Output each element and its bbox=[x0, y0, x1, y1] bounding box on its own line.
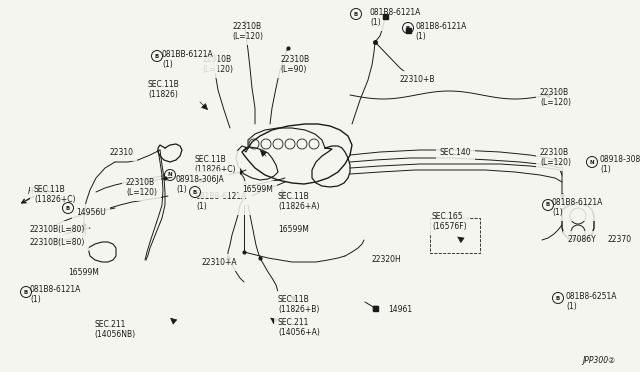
Text: SEC.11B
(11826+B): SEC.11B (11826+B) bbox=[278, 295, 319, 314]
Bar bbox=[383, 13, 387, 19]
Text: 22310B
(L=120): 22310B (L=120) bbox=[202, 55, 234, 74]
Text: 22310B
(L=120): 22310B (L=120) bbox=[232, 22, 264, 41]
Text: 16599M: 16599M bbox=[242, 185, 273, 194]
Text: SEC.11B
(11826): SEC.11B (11826) bbox=[148, 80, 180, 99]
Text: 22310B
(L=120): 22310B (L=120) bbox=[540, 148, 571, 167]
Bar bbox=[406, 28, 410, 32]
Text: B: B bbox=[556, 295, 560, 301]
Text: 22310B(L=80): 22310B(L=80) bbox=[30, 225, 85, 234]
Bar bbox=[430, 218, 480, 253]
Text: SEC.140: SEC.140 bbox=[440, 148, 472, 157]
Text: 081BB-6121A
(1): 081BB-6121A (1) bbox=[162, 50, 214, 70]
Text: 081B8-6121A
(1): 081B8-6121A (1) bbox=[30, 285, 81, 304]
Text: SEC.11B
(11826+C): SEC.11B (11826+C) bbox=[195, 155, 236, 174]
Text: SEC.11B
(11826+C): SEC.11B (11826+C) bbox=[34, 185, 76, 204]
Text: 14956U: 14956U bbox=[76, 208, 106, 217]
Text: 22310+A: 22310+A bbox=[202, 258, 237, 267]
Text: B: B bbox=[193, 189, 197, 195]
Text: FRONT: FRONT bbox=[28, 187, 54, 196]
Text: 08918-3081A
(1): 08918-3081A (1) bbox=[600, 155, 640, 174]
Text: 081B8-6251A
(1): 081B8-6251A (1) bbox=[566, 292, 618, 311]
Text: 16599M: 16599M bbox=[68, 268, 99, 277]
Text: 22310: 22310 bbox=[109, 148, 133, 157]
Text: 22320H: 22320H bbox=[372, 255, 402, 264]
Text: SEC.211
(14056+A): SEC.211 (14056+A) bbox=[278, 318, 320, 337]
Text: 081B8-6121A
(1): 081B8-6121A (1) bbox=[552, 198, 604, 217]
Text: B: B bbox=[24, 289, 28, 295]
Text: B: B bbox=[546, 202, 550, 208]
Text: N: N bbox=[168, 173, 172, 177]
Text: 22310B
(L=120): 22310B (L=120) bbox=[126, 178, 157, 198]
Text: 08918-306JA
(1): 08918-306JA (1) bbox=[176, 175, 225, 195]
Text: 14961: 14961 bbox=[388, 305, 412, 314]
Text: 22310+B: 22310+B bbox=[400, 75, 435, 84]
Text: B: B bbox=[155, 54, 159, 58]
Text: 27086Y: 27086Y bbox=[567, 235, 596, 244]
Text: B: B bbox=[406, 26, 410, 31]
Text: JPP300②: JPP300② bbox=[582, 356, 615, 365]
Text: SEC.211
(14056NB): SEC.211 (14056NB) bbox=[95, 320, 136, 339]
Text: 22310B
(L=120): 22310B (L=120) bbox=[540, 88, 571, 108]
Text: 22370: 22370 bbox=[607, 235, 631, 244]
Text: N: N bbox=[589, 160, 595, 164]
Text: B: B bbox=[354, 12, 358, 16]
Text: 22310B(L=80): 22310B(L=80) bbox=[30, 238, 85, 247]
Bar bbox=[372, 305, 378, 311]
Text: B: B bbox=[66, 205, 70, 211]
Text: 22310B
(L=90): 22310B (L=90) bbox=[280, 55, 310, 74]
Text: 081B8-6121A
(1): 081B8-6121A (1) bbox=[196, 192, 248, 211]
Text: 081B8-6121A
(1): 081B8-6121A (1) bbox=[415, 22, 467, 41]
Text: 081B8-6121A
(1): 081B8-6121A (1) bbox=[370, 8, 421, 28]
Text: SEC.165
(16576F): SEC.165 (16576F) bbox=[432, 212, 467, 231]
Text: SEC.11B
(11826+A): SEC.11B (11826+A) bbox=[278, 192, 319, 211]
Text: 16599M: 16599M bbox=[278, 225, 309, 234]
